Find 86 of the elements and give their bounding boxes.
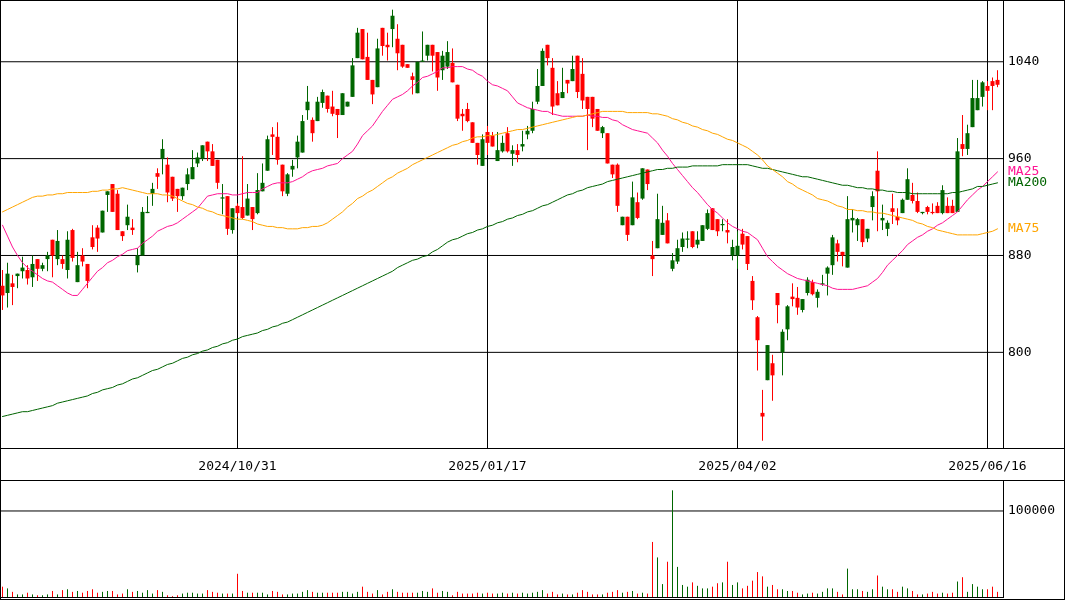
candlestick [625, 216, 630, 242]
candlestick [780, 328, 785, 376]
candlestick [905, 167, 910, 201]
candlestick [365, 32, 370, 81]
candlestick [85, 263, 90, 289]
candlestick [505, 126, 510, 154]
candlestick [5, 262, 10, 309]
candlestick [275, 121, 280, 166]
candlestick [570, 55, 575, 82]
candlestick [760, 389, 765, 442]
candlestick [665, 212, 670, 244]
candlestick [270, 126, 275, 156]
candlestick [10, 274, 15, 306]
candlestick [445, 40, 450, 70]
candlestick [775, 292, 780, 324]
candlestick [310, 116, 315, 143]
candlestick [135, 247, 140, 273]
x-tick-label: 2025/01/17 [448, 457, 527, 473]
candlestick [910, 182, 915, 204]
x-tick-label: 2024/10/31 [198, 457, 277, 473]
candlestick [25, 264, 30, 286]
candlestick [470, 121, 475, 144]
candlestick [75, 251, 80, 283]
candlestick [250, 206, 255, 231]
candlestick [675, 239, 680, 265]
candlestick [940, 184, 945, 215]
candlestick [915, 192, 920, 214]
candlestick [650, 240, 655, 277]
candlestick [870, 190, 875, 221]
candlestick [160, 138, 165, 175]
candlestick [515, 143, 520, 163]
y-tick-label: 1040 [1008, 53, 1040, 69]
candlestick [240, 155, 245, 220]
candlestick [285, 172, 290, 197]
candlestick [825, 265, 830, 296]
y-tick-label: 880 [1008, 246, 1032, 262]
candlestick [0, 269, 5, 311]
candlestick [450, 47, 455, 83]
candlestick [510, 144, 515, 167]
candlestick [245, 183, 250, 217]
candlestick [410, 72, 415, 95]
series-label: MA75 [1008, 220, 1040, 236]
x-tick-label: 2025/06/16 [948, 457, 1027, 473]
candlestick [965, 124, 970, 156]
candlestick [770, 354, 775, 402]
candlestick [980, 80, 985, 108]
y-tick-label: 100000 [1008, 502, 1055, 518]
candlestick [190, 149, 195, 180]
candlestick [465, 102, 470, 123]
candlestick [305, 85, 310, 121]
y-tick-label: 960 [1008, 150, 1032, 166]
candlestick [55, 229, 60, 266]
candlestick [370, 79, 375, 105]
candlestick [785, 304, 790, 341]
candlestick [520, 130, 525, 152]
candlestick [335, 108, 340, 139]
candlestick [635, 192, 640, 220]
candlestick [255, 172, 260, 215]
series-label: MA200 [1008, 174, 1048, 190]
candlestick [855, 217, 860, 242]
candlestick [815, 288, 820, 309]
candlestick [960, 114, 965, 157]
candlestick [750, 275, 755, 311]
candlestick [860, 218, 865, 248]
candlestick [735, 230, 740, 270]
candlestick [50, 239, 55, 278]
candlestick [985, 80, 990, 111]
candlestick [95, 224, 100, 253]
candlestick [155, 167, 160, 190]
candlestick [45, 251, 50, 272]
y-tick-label: 800 [1008, 343, 1032, 359]
candlestick [795, 286, 800, 316]
candlestick [35, 258, 40, 282]
candlestick [755, 315, 760, 372]
x-tick-label: 2025/04/02 [698, 457, 777, 473]
candlestick [80, 247, 85, 267]
candlestick [560, 67, 565, 99]
candlestick [530, 101, 535, 134]
candlestick [125, 204, 130, 231]
candlestick [105, 190, 110, 213]
candlestick [535, 68, 540, 105]
candlestick [390, 9, 395, 48]
candlestick [220, 183, 225, 215]
candlestick [835, 239, 840, 263]
candlestick [230, 207, 235, 235]
candlestick [890, 193, 895, 225]
